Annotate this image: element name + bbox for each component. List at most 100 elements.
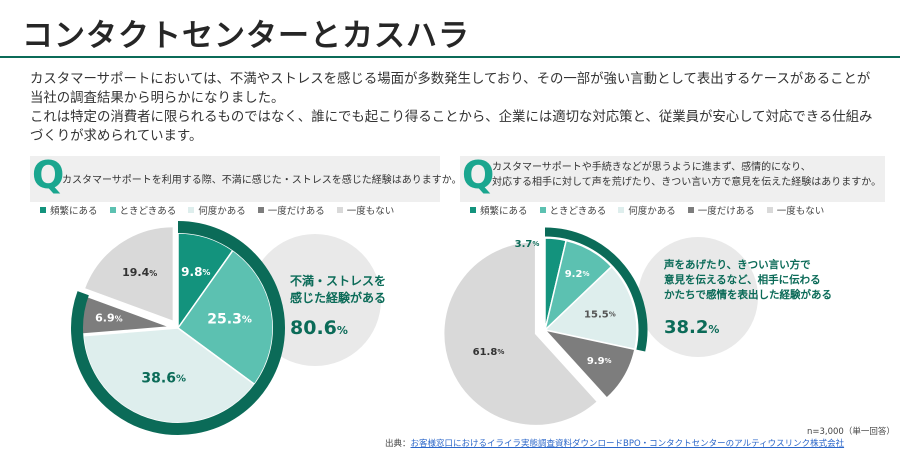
callout-unit: % [708, 323, 719, 336]
sample-note: n=3,000（単一回答） [807, 427, 895, 437]
q-icon: Q [462, 153, 495, 197]
slice-value: 25.3 [207, 312, 242, 328]
pie-slice [176, 249, 274, 386]
legend-2: 頻繁にある ときどきある 何度かある 一度だけある 一度もない [470, 203, 824, 217]
slice-unit: % [202, 267, 210, 276]
callout-number: 38.2 [664, 317, 708, 338]
q-icon: Q [32, 153, 65, 197]
legend-swatch [470, 207, 476, 213]
callout-value: 80.6% [290, 317, 348, 339]
callout-value: 38.2% [664, 317, 719, 338]
slice-unit: % [115, 314, 123, 323]
pie-slice-shape [442, 240, 599, 427]
pie-slice-shape [82, 327, 256, 424]
slice-value: 9.9 [587, 356, 605, 367]
legend-label: ときどきある [119, 206, 177, 217]
title-divider [0, 56, 900, 58]
page-title: コンタクトセンターとカスハラ [22, 18, 470, 54]
slice-value-label: 3.7% [515, 239, 540, 250]
slice-unit: % [532, 240, 539, 248]
legend-label: 一度もない [776, 206, 825, 217]
pie-slice [82, 327, 256, 424]
legend-item: ときどきある [539, 203, 607, 217]
slice-unit: % [176, 373, 186, 384]
callout-label: 意見を伝えるなど、相手に伝わる [664, 273, 821, 286]
slice-value-label: 38.6% [141, 370, 186, 386]
legend-item: 一度だけある [257, 203, 325, 217]
legend-swatch [618, 207, 625, 213]
slice-value: 19.4 [122, 266, 149, 279]
slice-value: 9.2 [565, 269, 583, 280]
emphasis-ring [544, 227, 648, 352]
callout-unit: % [337, 324, 348, 337]
pie-slice-shape [542, 328, 636, 400]
intro-paragraph-2: これは特定の消費者に限られるものではなく、誰にでも起こり得ることから、企業には適… [30, 110, 873, 144]
emphasis-ring [71, 221, 285, 435]
legend-swatch [336, 207, 343, 213]
question-text-2: カスタマーサポートや手続きなどが思うように進まず、感情的になり、 対応する相手に… [492, 160, 881, 190]
legend-swatch [109, 207, 116, 213]
slice-value: 61.8 [473, 347, 498, 358]
pie-slice [543, 265, 638, 351]
legend-item: ときどきある [109, 203, 177, 217]
question-2-line: カスタマーサポートや手続きなどが思うように進まず、感情的になり、 [492, 162, 811, 173]
slice-value: 15.5 [584, 310, 609, 321]
callout-label: 声をあげたり、きつい言い方で [663, 258, 811, 271]
slice-value: 3.7 [515, 239, 533, 250]
callout-number: 80.6 [290, 317, 337, 339]
question-text-1: カスタマーサポートを利用する際、不満に感じた・ストレスを感じた経験はありますか。 [62, 173, 462, 188]
pie-slice [83, 225, 175, 323]
callout-label: 不満・ストレスを [290, 273, 386, 288]
slice-value-label: 15.5% [584, 310, 616, 321]
legend-label: 何度かある [198, 206, 246, 217]
legend-item: 頻繁にある [470, 203, 528, 217]
slice-unit: % [149, 269, 157, 278]
question-box-2 [460, 156, 885, 202]
legend-label: 一度だけある [697, 206, 755, 217]
slice-unit: % [497, 348, 504, 356]
legend-label: 頻繁にある [480, 206, 528, 217]
slice-value: 38.6 [141, 370, 176, 386]
pie-slice-shape [543, 265, 638, 351]
pie-slice [542, 328, 636, 400]
legend-item: 何度かある [188, 203, 246, 217]
slice-value-label: 9.9% [587, 356, 612, 367]
legend-item: 一度もない [336, 203, 395, 217]
callout-label: 感じた経験がある [290, 290, 386, 305]
legend-label: 一度だけある [267, 206, 325, 217]
legend-item: 一度もない [766, 203, 825, 217]
callout-bubble [638, 237, 758, 357]
legend-label: ときどきある [549, 206, 607, 217]
question-1-line: カスタマーサポートを利用する際、不満に感じた・ストレスを感じた経験はありますか。 [62, 175, 462, 186]
question-box-1 [30, 156, 440, 202]
intro-paragraph-1: カスタマーサポートにおいては、不満やストレスを感じる場面が多数発生しており、その… [30, 72, 871, 106]
question-2-line: 対応する相手に対して声を荒げたり、きつい言い方で意見を伝えた経験はありますか。 [492, 177, 882, 188]
legend-1: 頻繁にある ときどきある 何度かある 一度だけある 一度もない [40, 203, 394, 217]
legend-label: 頻繁にある [50, 206, 98, 217]
legend-swatch [188, 207, 195, 213]
legend-item: 何度かある [618, 203, 676, 217]
legend-item: 一度だけある [687, 203, 755, 217]
slice-unit: % [609, 311, 616, 319]
source-prefix: 出典： [385, 439, 411, 449]
slice-value-label: 6.9% [95, 312, 123, 325]
intro-text: カスタマーサポートにおいては、不満やストレスを感じる場面が多数発生しており、その… [30, 70, 880, 146]
legend-swatch [687, 207, 694, 213]
slice-value-label: 9.8% [181, 264, 210, 278]
legend-item: 頻繁にある [40, 203, 98, 217]
source-link[interactable]: お客様窓口におけるイライラ実態調査資料ダウンロードBPO・コンタクトセンターのア… [410, 439, 845, 449]
slice-value-label: 19.4% [122, 266, 157, 279]
legend-swatch [40, 207, 46, 213]
slice-value: 9.8 [181, 264, 202, 278]
pie-slice-shape [176, 249, 274, 386]
pie-slice [442, 240, 599, 427]
legend-swatch [766, 207, 773, 213]
legend-label: 一度もない [346, 206, 395, 217]
callout-label: かたちで感情を表出した経験がある [664, 288, 832, 301]
legend-swatch [257, 207, 264, 213]
slice-unit: % [582, 270, 589, 278]
slice-value-label: 61.8% [473, 347, 505, 358]
slice-unit: % [605, 357, 612, 365]
slice-unit: % [242, 315, 252, 326]
